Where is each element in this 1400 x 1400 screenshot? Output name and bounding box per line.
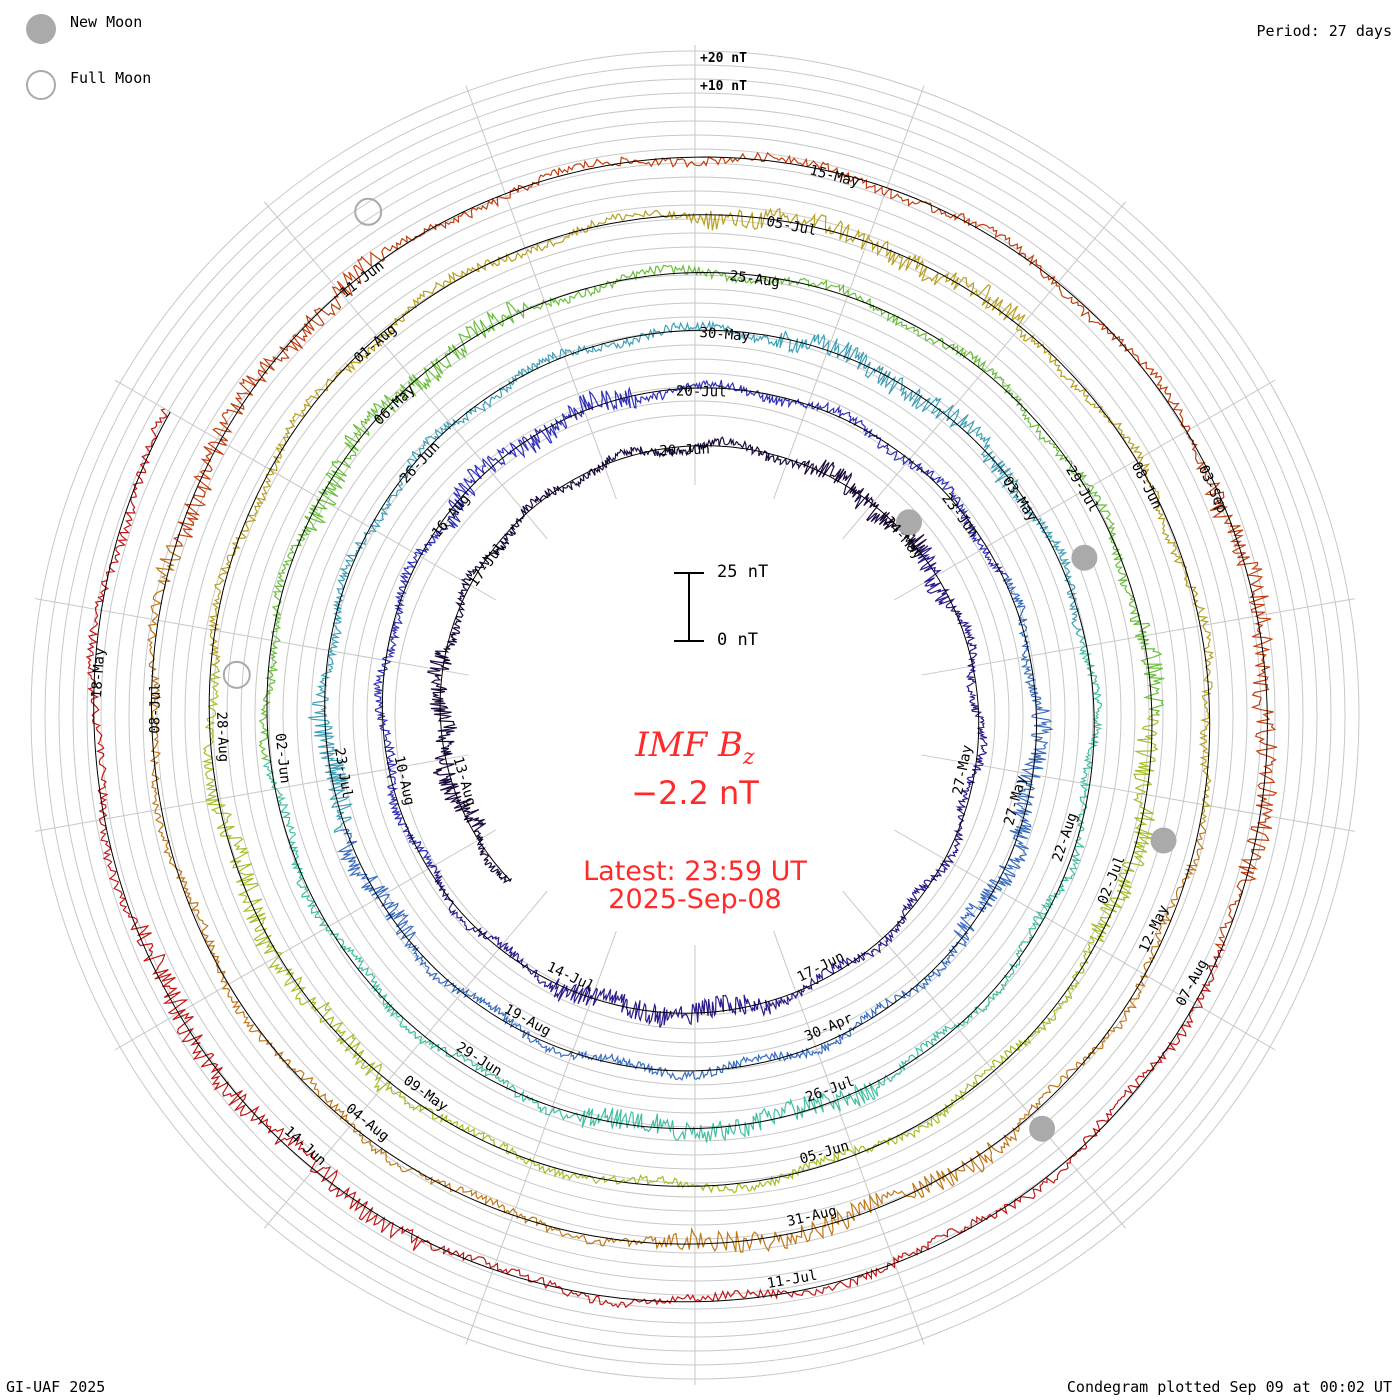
full-moon-icon xyxy=(26,70,56,100)
imf-title: IMF Bz xyxy=(450,725,940,770)
full-moon-marker xyxy=(354,197,383,226)
date-label: 25-Aug xyxy=(729,268,781,291)
date-label: 20-Jul xyxy=(676,384,727,401)
grid-spoke xyxy=(114,379,497,601)
date-label: 11-Jun xyxy=(337,258,387,301)
date-label: 16-Aug xyxy=(429,491,473,540)
grid-spoke xyxy=(465,85,617,500)
trace-segment xyxy=(307,319,1083,833)
full-moon-label: Full Moon xyxy=(70,69,152,87)
grid-spoke xyxy=(773,930,925,1345)
latest-timestamp: Latest: 23:59 UT 2025-Sep-08 xyxy=(450,858,940,914)
date-label: 30-May xyxy=(699,325,751,345)
imf-value: −2.2 nT xyxy=(631,773,759,812)
grid-spoke xyxy=(921,754,1355,832)
date-label: 29-Jul xyxy=(1062,463,1101,515)
grid-spoke xyxy=(35,754,469,832)
new-moon-marker xyxy=(1071,544,1098,571)
grid-spoke xyxy=(893,379,1276,601)
grid-circle xyxy=(366,386,1024,1044)
trace-segment xyxy=(85,408,1226,1309)
grid-spoke xyxy=(114,829,497,1051)
radial-spokes xyxy=(35,45,1355,1385)
date-label: 02-Jun xyxy=(272,732,293,784)
grid-spoke xyxy=(893,829,1276,1051)
imf-title-main: IMF B xyxy=(635,725,744,765)
grid-spoke xyxy=(263,890,548,1229)
scale-bar: 25 nT 0 nT xyxy=(670,560,790,660)
period-label: Period: 27 days xyxy=(1256,22,1392,40)
scale-bar-line xyxy=(688,572,690,640)
trace-segment xyxy=(372,379,1009,869)
date-label: 20-Jun xyxy=(659,441,710,459)
baseline-spiral xyxy=(93,156,1268,1303)
date-label: 17-Jul xyxy=(466,540,509,590)
date-label: 12-May xyxy=(1136,903,1172,956)
scale-bar-top-label: 25 nT xyxy=(717,562,769,582)
trace-segment xyxy=(146,545,1207,1253)
latest-date: 2025-Sep-08 xyxy=(608,884,782,915)
date-label: 08-Jul xyxy=(147,683,164,734)
grid-spoke xyxy=(35,598,469,676)
date-label: 08-Jun xyxy=(1128,460,1165,512)
plotted-timestamp: Condegram plotted Sep 09 at 00:02 UT xyxy=(1066,1378,1392,1396)
date-label: 05-Jul xyxy=(765,214,818,240)
new-moon-marker xyxy=(1029,1115,1056,1142)
trace-segment xyxy=(201,663,1160,1194)
date-label: 03-Sep xyxy=(1195,463,1230,516)
grid-circle xyxy=(394,414,996,1016)
trace-segment xyxy=(172,151,1278,951)
date-label: 05-Jun xyxy=(798,1138,851,1168)
grid-spoke xyxy=(773,85,925,500)
grid-spoke xyxy=(263,201,548,540)
trace-segment xyxy=(336,575,1054,1082)
grid-spoke xyxy=(842,890,1127,1229)
moon-markers xyxy=(222,197,1177,1142)
reference-label: +10 nT xyxy=(700,79,747,94)
imf-readout: IMF Bz −2.2 nT xyxy=(450,725,940,812)
credit-label: GI-UAF 2025 xyxy=(6,1378,106,1396)
date-label: 01-Aug xyxy=(351,322,400,367)
full-moon-marker xyxy=(222,660,251,689)
date-label: 28-Aug xyxy=(213,711,231,762)
grid-spoke xyxy=(921,598,1355,676)
date-label: 27-May xyxy=(950,744,976,797)
date-label: 26-Jun xyxy=(397,439,443,487)
date-label: 30-Apr xyxy=(802,1010,855,1045)
baseline-rings xyxy=(93,156,1268,1303)
imf-title-sub: z xyxy=(743,744,755,770)
reference-labels: +20 nT +10 nT xyxy=(700,51,747,94)
scale-bar-bottom-label: 0 nT xyxy=(717,630,758,650)
trace-segment xyxy=(207,207,1215,824)
scale-bar-top-tick xyxy=(674,572,704,574)
new-moon-label: New Moon xyxy=(70,13,143,31)
scale-bar-bottom-tick xyxy=(674,640,704,642)
date-label: 18-May xyxy=(89,647,108,699)
new-moon-marker xyxy=(896,509,922,536)
new-moon-icon xyxy=(26,14,56,44)
latest-time: Latest: 23:59 UT xyxy=(583,856,807,887)
grid-spoke xyxy=(465,930,617,1345)
new-moon-marker xyxy=(1150,827,1177,854)
grid-circle xyxy=(380,400,1010,1030)
reference-label: +20 nT xyxy=(700,51,747,66)
